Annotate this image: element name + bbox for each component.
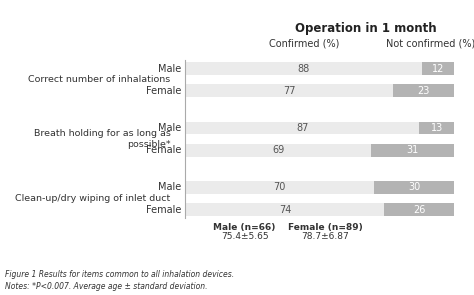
- Text: Female: Female: [146, 205, 182, 215]
- Bar: [185, 144, 371, 157]
- Text: 13: 13: [431, 123, 443, 133]
- Bar: [384, 203, 455, 216]
- Text: Female: Female: [146, 145, 182, 155]
- Bar: [185, 84, 392, 97]
- Bar: [392, 84, 455, 97]
- Text: 70: 70: [273, 182, 286, 192]
- Text: 12: 12: [432, 64, 445, 74]
- Text: 75.4±5.65: 75.4±5.65: [221, 232, 268, 240]
- Text: Female: Female: [146, 86, 182, 96]
- Text: 69: 69: [272, 145, 284, 155]
- Text: 23: 23: [417, 86, 429, 96]
- Text: Operation in 1 month: Operation in 1 month: [295, 22, 437, 35]
- Text: 31: 31: [407, 145, 419, 155]
- Text: 26: 26: [413, 205, 426, 215]
- Text: Male (n=66): Male (n=66): [213, 223, 276, 232]
- Bar: [371, 144, 455, 157]
- Bar: [185, 62, 422, 75]
- Text: 77: 77: [283, 86, 295, 96]
- Text: Male: Male: [158, 123, 182, 133]
- Text: Female (n=89): Female (n=89): [288, 223, 363, 232]
- Bar: [422, 62, 455, 75]
- Text: 78.7±6.87: 78.7±6.87: [301, 232, 349, 240]
- Text: Male: Male: [158, 64, 182, 74]
- Bar: [185, 203, 384, 216]
- Text: Notes: *P<0.007. Average age ± standard deviation.: Notes: *P<0.007. Average age ± standard …: [5, 282, 207, 291]
- Text: Clean-up/dry wiping of inlet duct: Clean-up/dry wiping of inlet duct: [15, 194, 171, 203]
- Text: 88: 88: [298, 64, 310, 74]
- Text: 30: 30: [408, 182, 420, 192]
- Text: Confirmed (%): Confirmed (%): [269, 38, 339, 48]
- Text: 87: 87: [296, 123, 309, 133]
- Text: 74: 74: [279, 205, 291, 215]
- Text: Correct number of inhalations: Correct number of inhalations: [28, 75, 171, 84]
- Text: Male: Male: [158, 182, 182, 192]
- Bar: [185, 181, 374, 194]
- Text: Not confirmed (%): Not confirmed (%): [385, 38, 474, 48]
- Bar: [419, 122, 455, 135]
- Text: Figure 1 Results for items common to all inhalation devices.: Figure 1 Results for items common to all…: [5, 270, 234, 279]
- Bar: [185, 122, 419, 135]
- Bar: [374, 181, 455, 194]
- Text: Breath holding for as long as possible*: Breath holding for as long as possible*: [34, 130, 171, 149]
